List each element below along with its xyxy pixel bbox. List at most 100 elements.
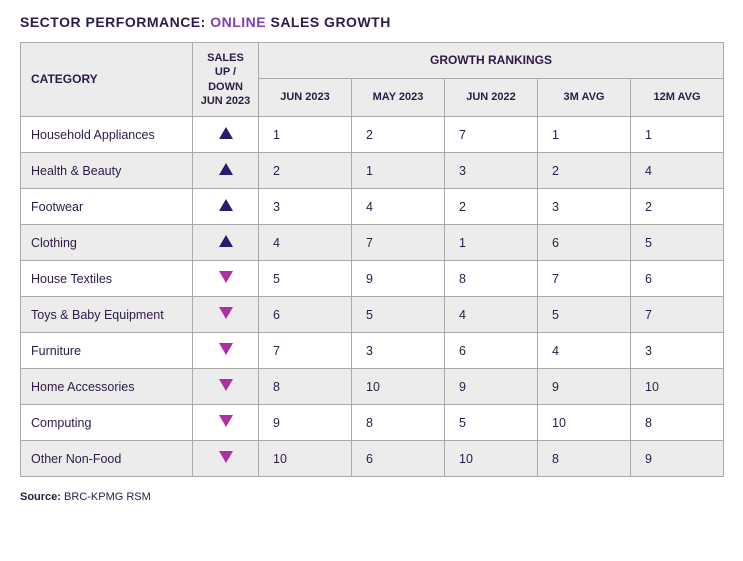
rank-cell: 8	[445, 261, 538, 297]
arrow-down-icon	[219, 415, 233, 427]
rank-cell: 1	[445, 225, 538, 261]
updown-cell	[193, 441, 259, 477]
rank-cell: 8	[538, 441, 631, 477]
rank-cell: 3	[538, 189, 631, 225]
category-cell: Computing	[21, 405, 193, 441]
updown-cell	[193, 189, 259, 225]
source-value: BRC-KPMG RSM	[64, 491, 151, 503]
category-cell: Footwear	[21, 189, 193, 225]
rank-cell: 1	[631, 117, 724, 153]
page-title: SECTOR PERFORMANCE: ONLINE SALES GROWTH	[20, 14, 723, 30]
rank-cell: 10	[352, 369, 445, 405]
table-row: Health & Beauty21324	[21, 153, 724, 189]
updown-cell	[193, 117, 259, 153]
arrow-up-icon	[219, 127, 233, 139]
category-cell: Clothing	[21, 225, 193, 261]
updown-cell	[193, 405, 259, 441]
rank-cell: 9	[445, 369, 538, 405]
category-cell: Toys & Baby Equipment	[21, 297, 193, 333]
rank-cell: 6	[445, 333, 538, 369]
updown-cell	[193, 369, 259, 405]
rank-cell: 6	[352, 441, 445, 477]
rank-cell: 9	[631, 441, 724, 477]
arrow-down-icon	[219, 343, 233, 355]
rank-cell: 5	[538, 297, 631, 333]
rank-cell: 4	[259, 225, 352, 261]
rank-cell: 2	[631, 189, 724, 225]
col-header-updown: SALES UP / DOWN JUN 2023	[193, 43, 259, 117]
rank-cell: 4	[352, 189, 445, 225]
title-prefix: SECTOR PERFORMANCE:	[20, 14, 210, 30]
rank-cell: 7	[352, 225, 445, 261]
table-row: Other Non-Food1061089	[21, 441, 724, 477]
source-line: Source: BRC-KPMG RSM	[20, 491, 723, 503]
title-highlight: ONLINE	[210, 14, 266, 30]
rank-cell: 1	[538, 117, 631, 153]
rank-cell: 2	[259, 153, 352, 189]
title-suffix: SALES GROWTH	[266, 14, 391, 30]
rank-cell: 5	[352, 297, 445, 333]
col-header-rank: 12M AVG	[631, 78, 724, 117]
table-row: Household Appliances12711	[21, 117, 724, 153]
rank-cell: 7	[259, 333, 352, 369]
table-row: Home Accessories8109910	[21, 369, 724, 405]
col-header-rank: 3M AVG	[538, 78, 631, 117]
arrow-down-icon	[219, 307, 233, 319]
rank-cell: 3	[631, 333, 724, 369]
category-cell: Home Accessories	[21, 369, 193, 405]
rank-cell: 8	[631, 405, 724, 441]
table-row: Furniture73643	[21, 333, 724, 369]
category-cell: Furniture	[21, 333, 193, 369]
rank-cell: 1	[259, 117, 352, 153]
rank-cell: 6	[631, 261, 724, 297]
rank-cell: 7	[445, 117, 538, 153]
rank-cell: 5	[259, 261, 352, 297]
table-row: Toys & Baby Equipment65457	[21, 297, 724, 333]
rank-cell: 2	[538, 153, 631, 189]
sector-performance-table: CATEGORY SALES UP / DOWN JUN 2023 GROWTH…	[20, 42, 724, 477]
rank-cell: 3	[445, 153, 538, 189]
arrow-up-icon	[219, 199, 233, 211]
table-row: House Textiles 59876	[21, 261, 724, 297]
category-cell: House Textiles	[21, 261, 193, 297]
rank-cell: 10	[445, 441, 538, 477]
rank-cell: 4	[631, 153, 724, 189]
rank-cell: 10	[538, 405, 631, 441]
rank-cell: 2	[352, 117, 445, 153]
rank-cell: 9	[538, 369, 631, 405]
updown-cell	[193, 297, 259, 333]
rank-cell: 4	[538, 333, 631, 369]
rank-cell: 9	[352, 261, 445, 297]
category-cell: Other Non-Food	[21, 441, 193, 477]
rank-cell: 8	[259, 369, 352, 405]
arrow-up-icon	[219, 163, 233, 175]
rank-cell: 5	[445, 405, 538, 441]
arrow-down-icon	[219, 379, 233, 391]
rank-cell: 7	[538, 261, 631, 297]
rank-cell: 6	[538, 225, 631, 261]
table-row: Footwear34232	[21, 189, 724, 225]
rank-cell: 5	[631, 225, 724, 261]
arrow-up-icon	[219, 235, 233, 247]
col-header-rank: MAY 2023	[352, 78, 445, 117]
col-header-category: CATEGORY	[21, 43, 193, 117]
table-row: Clothing 47165	[21, 225, 724, 261]
col-header-rank: JUN 2023	[259, 78, 352, 117]
source-label: Source:	[20, 491, 61, 503]
rank-cell: 10	[259, 441, 352, 477]
updown-cell	[193, 333, 259, 369]
arrow-down-icon	[219, 451, 233, 463]
rank-cell: 2	[445, 189, 538, 225]
arrow-down-icon	[219, 271, 233, 283]
rank-cell: 7	[631, 297, 724, 333]
table-row: Computing985108	[21, 405, 724, 441]
rank-cell: 8	[352, 405, 445, 441]
col-header-rankings-group: GROWTH RANKINGS	[259, 43, 724, 79]
rank-cell: 6	[259, 297, 352, 333]
rank-cell: 1	[352, 153, 445, 189]
rank-cell: 3	[352, 333, 445, 369]
category-cell: Health & Beauty	[21, 153, 193, 189]
updown-cell	[193, 153, 259, 189]
rank-cell: 9	[259, 405, 352, 441]
category-cell: Household Appliances	[21, 117, 193, 153]
